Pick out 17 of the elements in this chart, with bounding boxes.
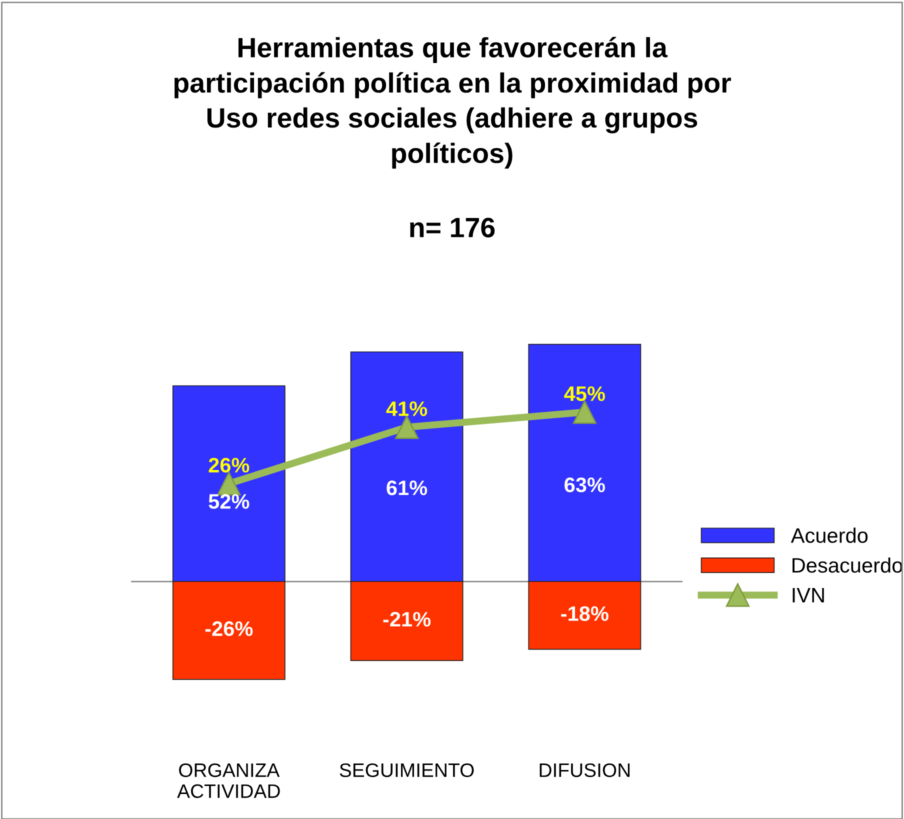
x-tick-label: ORGANIZA ACTIVIDAD (177, 763, 280, 798)
data-label: 61% (386, 480, 428, 496)
legend-label: Desacuerdo (792, 557, 902, 573)
data-label: 45% (564, 386, 605, 402)
x-tick-label: SEGUIMIENTO (340, 763, 474, 778)
data-label: -18% (561, 606, 608, 621)
data-label: 26% (208, 458, 250, 473)
data-label: 52% (208, 494, 250, 509)
data-label: -26% (205, 621, 253, 636)
x-tick-label: DIFUSION (540, 763, 630, 778)
chart-title: Herramientas que favorecerán la participación política en la proximidad por Uso redes sociales (adhiere a grupos políticos) (174, 36, 731, 169)
chart-subtitle: n= 176 (410, 218, 495, 238)
legend-label: Acuerdo (790, 528, 868, 543)
data-label: -21% (383, 612, 431, 627)
legend-label: IVN (792, 588, 824, 602)
data-label: 41% (386, 401, 428, 416)
data-label: 63% (564, 477, 605, 492)
